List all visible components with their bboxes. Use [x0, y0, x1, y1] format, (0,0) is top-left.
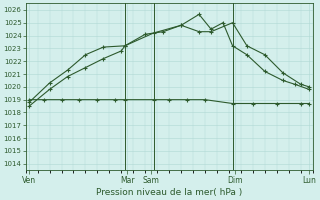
X-axis label: Pression niveau de la mer( hPa ): Pression niveau de la mer( hPa ): [96, 188, 242, 197]
